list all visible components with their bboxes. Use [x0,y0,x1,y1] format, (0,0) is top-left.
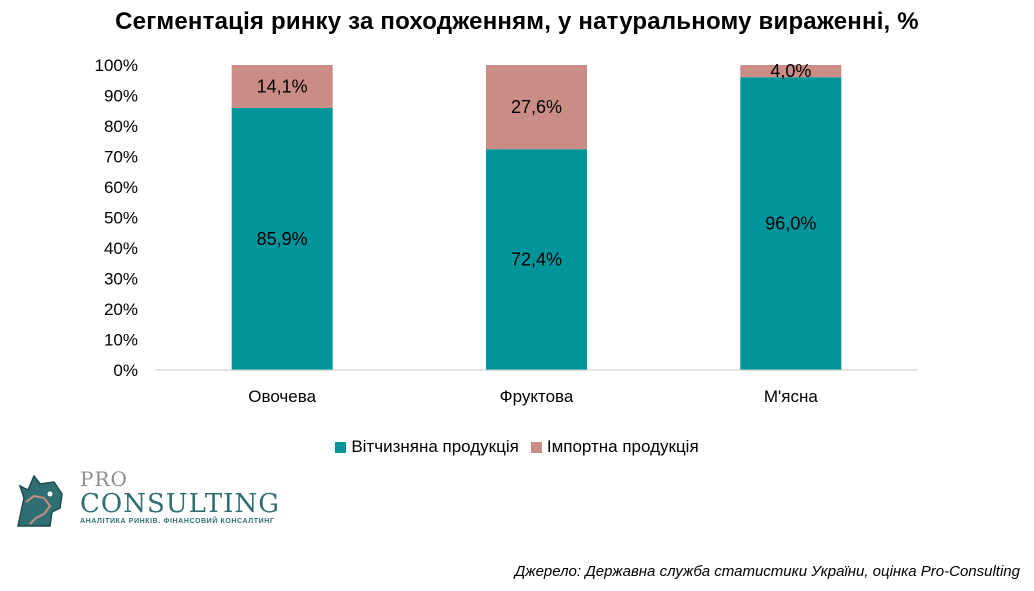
legend-swatch-domestic [335,441,347,453]
data-label: 4,0% [770,61,811,81]
y-tick-label: 10% [104,331,138,350]
source-note: Джерело: Державна служба статистики Укра… [514,563,1020,580]
chart-title: Сегментація ринку за походженням, у нату… [115,8,919,35]
pro-consulting-logo: PRO CONSULTING АНАЛІТИКА РИНКІВ. ФІНАНСО… [10,468,300,538]
logo-consulting-text: CONSULTING [80,489,280,519]
logo-tagline: АНАЛІТИКА РИНКІВ. ФІНАНСОВИЙ КОНСАЛТИНГ [80,518,275,525]
y-tick-label: 80% [104,117,138,136]
bar-segment [740,77,842,370]
y-tick-label: 20% [104,300,138,319]
legend: Вітчизняна продукція Імпортна продукція [0,437,1034,457]
y-tick-label: 50% [104,209,138,228]
legend-swatch-import [530,441,542,453]
bar-segment [740,65,842,78]
y-tick-label: 100% [95,56,138,75]
y-tick-label: 0% [113,361,138,380]
data-label: 72,4% [511,250,562,270]
x-category-label: Овочева [248,387,316,406]
y-tick-label: 60% [104,178,138,197]
bars: 85,9% 14,1% 72,4% 27,6% 96,0% 4,0% [231,61,842,370]
y-axis: 0% 10% 20% 30% 40% 50% 60% 70% 80% 90% 100% [95,56,138,380]
bar-segment [486,65,587,150]
bar-segment [231,65,333,109]
bar-segment [231,108,333,370]
legend-label-domestic: Вітчизняна продукція [351,437,519,456]
y-tick-label: 70% [104,148,138,167]
data-label: 14,1% [257,77,308,97]
legend-label-import: Імпортна продукція [546,437,699,456]
stacked-bar-chart: 0% 10% 20% 30% 40% 50% 60% 70% 80% 90% 100% 85,9% 1… [95,56,918,406]
logo-pro-text: PRO [80,467,128,491]
bar-segment [486,149,587,370]
data-label: 96,0% [765,214,816,234]
x-category-label: М'ясна [764,387,819,406]
legend-item-import: Імпортна продукція [530,437,699,457]
data-label: 27,6% [511,97,562,117]
horse-head-icon [10,468,68,530]
legend-item-domestic: Вітчизняна продукція [335,437,519,457]
y-tick-label: 40% [104,239,138,258]
y-tick-label: 90% [104,87,138,106]
data-label: 85,9% [257,229,308,249]
y-tick-label: 30% [104,270,138,289]
x-axis: Овочева Фруктова М'ясна [248,387,818,406]
x-category-label: Фруктова [500,387,574,406]
